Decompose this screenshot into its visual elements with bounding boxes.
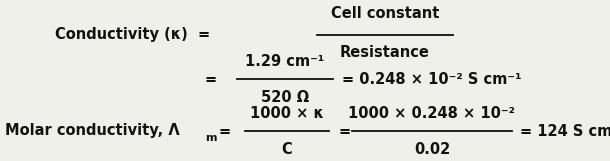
Text: C: C: [282, 142, 292, 156]
Text: 0.02: 0.02: [414, 142, 450, 156]
Text: Molar conductivity, Λ: Molar conductivity, Λ: [5, 123, 180, 138]
Text: Conductivity (κ)  =: Conductivity (κ) =: [55, 28, 210, 43]
Text: m: m: [205, 133, 217, 143]
Text: =: =: [205, 71, 217, 86]
Text: Cell constant: Cell constant: [331, 6, 439, 22]
Text: 1000 × κ: 1000 × κ: [250, 105, 324, 120]
Text: Resistance: Resistance: [340, 46, 430, 61]
Text: =: =: [218, 123, 230, 138]
Text: = 124 S cm² mol⁻¹.: = 124 S cm² mol⁻¹.: [520, 123, 610, 138]
Text: 1000 × 0.248 × 10⁻²: 1000 × 0.248 × 10⁻²: [348, 105, 515, 120]
Text: = 0.248 × 10⁻² S cm⁻¹: = 0.248 × 10⁻² S cm⁻¹: [342, 71, 522, 86]
Text: 520 Ω: 520 Ω: [261, 90, 309, 105]
Text: 1.29 cm⁻¹: 1.29 cm⁻¹: [245, 53, 325, 68]
Text: =: =: [338, 123, 350, 138]
